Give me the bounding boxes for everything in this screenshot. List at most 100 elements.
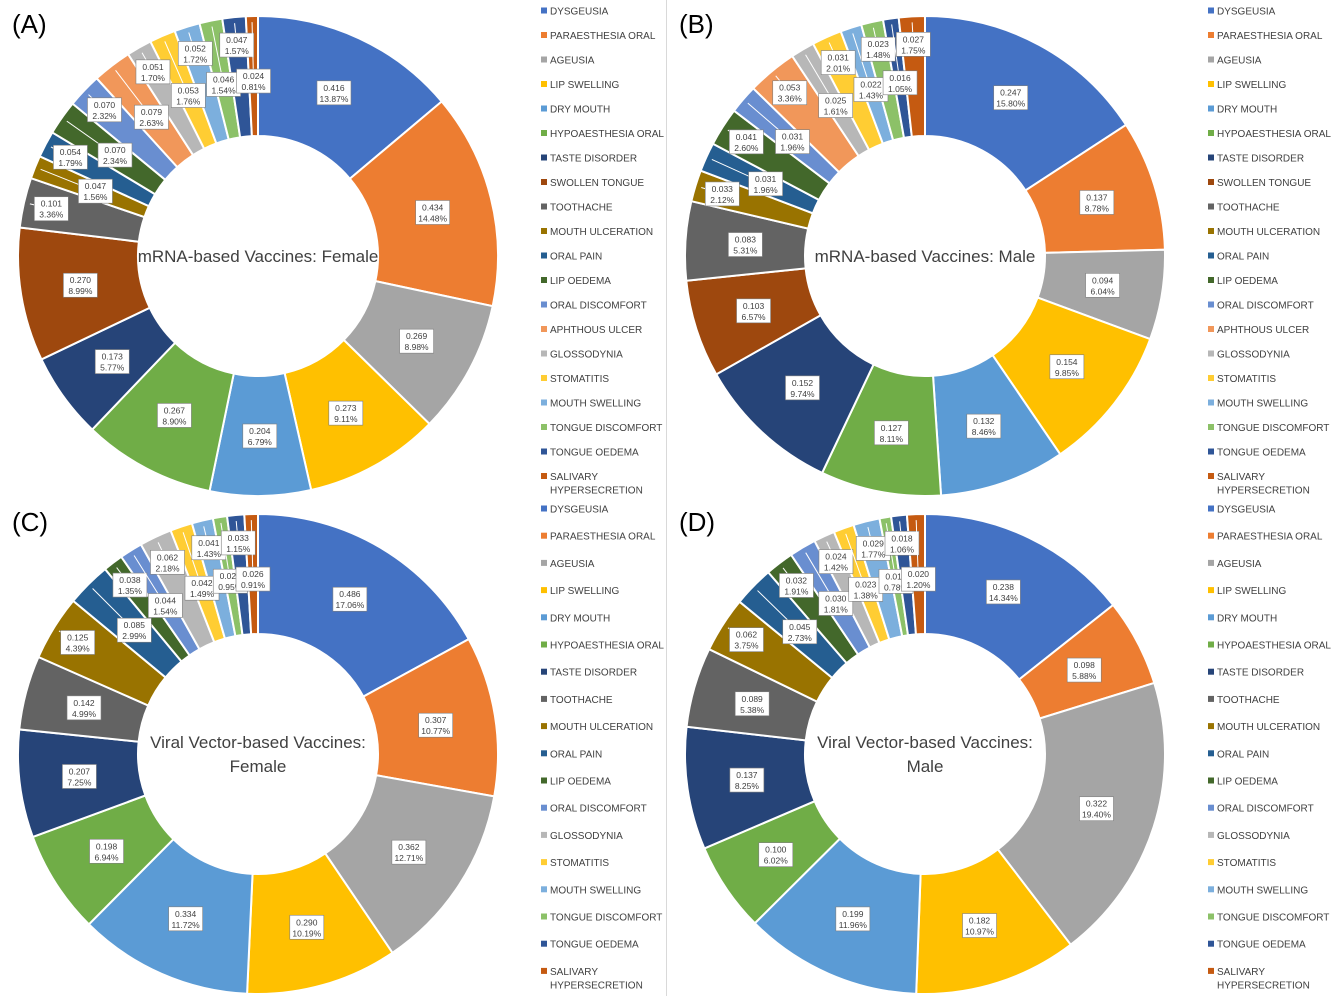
data-label-value: 0.041 [198, 538, 220, 548]
data-label-box [1079, 190, 1115, 215]
data-label-value: 0.247 [1000, 88, 1022, 98]
legend-label: LIP OEDEMA [1217, 777, 1278, 788]
data-label-percent: 1.20% [906, 580, 931, 590]
legend-swatch [1208, 301, 1214, 308]
legend-label: TONGUE OEDEMA [550, 940, 639, 951]
data-label-box [748, 171, 783, 197]
data-label-box [157, 403, 192, 428]
data-label-box [901, 566, 936, 592]
legend-item-mouth-ulceration: MOUTH ULCERATION [541, 227, 653, 238]
legend-item-tongue-discomfort: TONGUE DISCOMFORT [1208, 913, 1329, 924]
data-label-box [728, 232, 763, 257]
data-label-value: 0.416 [323, 83, 345, 93]
legend-swatch [1208, 831, 1214, 838]
legend-swatch [1208, 326, 1214, 332]
data-label-box [853, 77, 889, 102]
data-label-percent: 14.34% [989, 593, 1018, 603]
legend-swatch [1208, 32, 1214, 38]
legend-item-paraesthesia-oral: PARAESTHESIA ORAL [541, 31, 656, 42]
legend-label: TASTE DISORDER [1217, 154, 1304, 165]
data-label-box [168, 906, 203, 932]
legend-label: DRY MOUTH [550, 613, 610, 624]
data-label-percent: 8.90% [162, 416, 187, 426]
legend-item-lip-swelling: LIP SWELLING [541, 80, 620, 91]
data-label-box [775, 129, 810, 154]
legend-swatch [1208, 154, 1214, 161]
legend-swatch [541, 587, 547, 594]
legend-label: MOUTH SWELLING [1217, 885, 1308, 896]
data-label-box [818, 93, 853, 118]
data-label-value: 0.038 [119, 575, 141, 585]
data-label-value: 0.334 [175, 909, 197, 919]
legend-swatch [1208, 967, 1214, 974]
legend-item-taste-disorder: TASTE DISORDER [541, 154, 637, 165]
data-label-box [89, 838, 124, 864]
data-label-value: 0.051 [142, 62, 164, 72]
legend-item-stomatitis: STOMATITIS [1208, 374, 1276, 385]
legend-item-lip-swelling: LIP SWELLING [541, 586, 620, 597]
legend-item-glossodynia: GLOSSODYNIA [541, 831, 623, 842]
data-label-value: 0.098 [1074, 660, 1096, 670]
legend-swatch [1208, 587, 1214, 594]
data-label-box [860, 36, 896, 62]
legend-item-ageusia: AGEUSIA [541, 559, 595, 570]
legend-label: MOUTH ULCERATION [550, 227, 653, 238]
chart-title-line: mRNA-based Vaccines: Female [138, 247, 379, 266]
legend-label: LIP SWELLING [1217, 586, 1287, 597]
legend-label: AGEUSIA [1217, 56, 1262, 67]
legend-label: TONGUE DISCOMFORT [1217, 423, 1329, 434]
legend-item-dry-mouth: DRY MOUTH [1208, 105, 1277, 116]
data-label-percent: 1.61% [824, 107, 849, 117]
data-label-percent: 1.54% [212, 85, 237, 95]
donut-chart-d: (D)Viral Vector-based Vaccines:Male0.238… [679, 505, 1331, 995]
data-label-value: 0.486 [339, 589, 361, 599]
legend-label: HYPOAESTHESIA ORAL [1217, 129, 1331, 140]
data-label-percent: 6.02% [764, 856, 789, 866]
data-label-box [399, 328, 434, 354]
legend-swatch [1208, 473, 1214, 479]
data-label-box [63, 272, 98, 298]
legend-swatch [541, 559, 547, 566]
data-label-box [882, 70, 918, 96]
legend-item-swollen-tongue: SWOLLEN TONGUE [1208, 178, 1311, 189]
data-label-box [34, 196, 69, 222]
legend-label: ORAL DISCOMFORT [1217, 301, 1314, 312]
data-label-value: 0.042 [191, 578, 213, 588]
data-label-box [60, 630, 96, 655]
legend: DYSGEUSIA PARAESTHESIA ORAL AGEUSIA LIP SWE… [1208, 505, 1331, 991]
data-label-value: 0.238 [993, 582, 1015, 592]
legend-label: LIP SWELLING [550, 80, 620, 91]
data-label-percent: 1.38% [854, 590, 879, 600]
data-label-box [1066, 657, 1102, 683]
chart-title: mRNA-based Vaccines: Female [138, 247, 379, 266]
legend-swatch [541, 777, 547, 784]
data-label-percent: 2.12% [710, 195, 735, 205]
data-label-box [94, 349, 130, 374]
legend-item-ageusia: AGEUSIA [1208, 56, 1262, 67]
legend-item-hypoaesthesia-oral: HYPOAESTHESIA ORAL [1208, 641, 1331, 652]
legend-item-tongue-discomfort: TONGUE DISCOMFORT [1208, 423, 1329, 434]
legend-label: DRY MOUTH [1217, 105, 1277, 116]
data-label-box [835, 906, 871, 932]
data-label-value: 0.025 [825, 96, 847, 106]
legend-item-oral-discomfort: ORAL DISCOMFORT [541, 804, 647, 815]
data-label-percent: 3.36% [39, 210, 64, 220]
data-label-value: 0.089 [742, 694, 764, 704]
legend-label: LIP OEDEMA [1217, 276, 1278, 287]
data-label-percent: 2.32% [92, 111, 117, 121]
data-label-value: 0.054 [60, 147, 82, 157]
legend-item-taste-disorder: TASTE DISORDER [1208, 668, 1304, 679]
legend-label: STOMATITIS [1217, 858, 1276, 869]
legend-item-paraesthesia-oral: PARAESTHESIA ORAL [1208, 31, 1323, 42]
data-label-value: 0.031 [828, 53, 850, 63]
